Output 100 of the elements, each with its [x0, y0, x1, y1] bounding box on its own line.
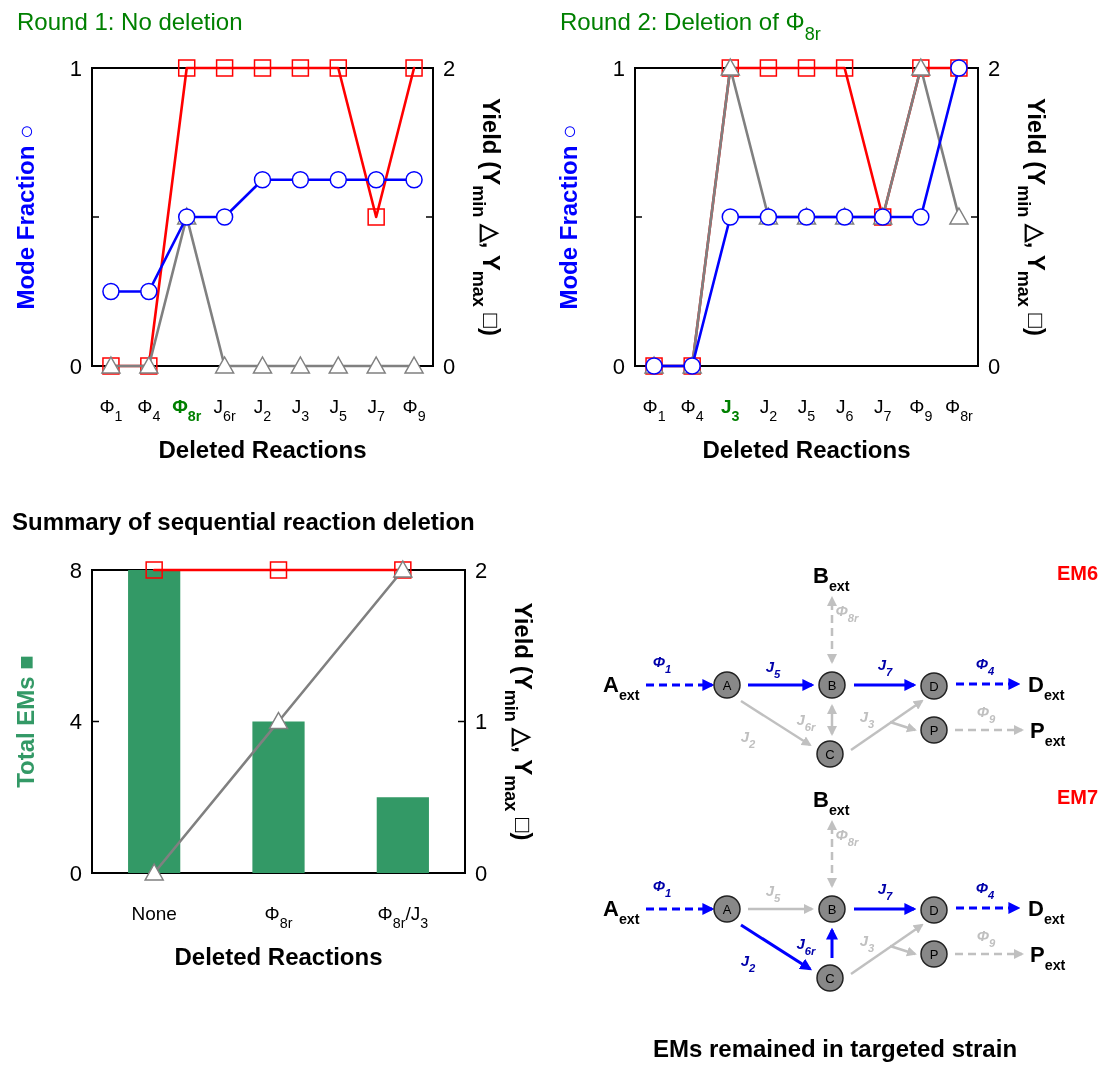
x-tick-label: J$_{5}$: [797, 396, 816, 424]
x-tick-label: J$_{5}$: [329, 396, 348, 424]
y-tick-label: 8: [69, 557, 82, 583]
text: EM6: [1056, 562, 1098, 584]
point: [253, 171, 272, 189]
point: [252, 356, 273, 374]
text: J$_{3}$: [859, 932, 875, 954]
text: J$_{2}$: [740, 728, 757, 750]
y-tick-label: 4: [69, 709, 82, 735]
point: [759, 59, 778, 77]
text: J$_{5}$: [765, 658, 782, 680]
x-tick-label: J$_{3}$: [291, 396, 310, 424]
text: C: [825, 746, 835, 762]
text: Φ$_{8r}$: [835, 826, 859, 848]
text: J$_{2}$: [740, 952, 756, 974]
y-tick-label: 1: [69, 55, 82, 81]
x-tick-label: None: [131, 903, 177, 924]
text: EM7: [1056, 786, 1098, 808]
text: J$_{6r}$: [796, 935, 816, 957]
point: [291, 59, 310, 77]
point: [405, 59, 423, 77]
text: Φ$_{9}$: [976, 703, 997, 725]
x-tick-label: Φ$_{9}$: [909, 396, 933, 424]
text: A$_{ext}$: [603, 896, 640, 927]
text: A: [722, 901, 732, 917]
chart-title: Round 1: No deletion: [17, 8, 243, 35]
x-tick-label: Φ$_{1}$: [99, 396, 123, 424]
text: J$_{6r}$: [796, 711, 817, 733]
point: [177, 59, 196, 77]
x-axis-title: Deleted Reactions: [174, 943, 383, 970]
text: J$_{7}$: [877, 656, 894, 678]
text: P$_{ext}$: [1030, 942, 1066, 973]
text: J$_{3}$: [859, 708, 876, 730]
text: C: [825, 970, 835, 986]
text: D$_{ext}$: [1028, 672, 1065, 703]
text: Φ$_{4}$: [975, 655, 996, 677]
x-tick-label: Φ$_{4}$: [680, 396, 704, 424]
point: [140, 282, 158, 301]
point: [797, 59, 816, 77]
text: Φ$_{9}$: [976, 927, 996, 949]
point: [214, 356, 235, 374]
text: B$_{ext}$: [813, 787, 850, 818]
point: [268, 711, 289, 730]
y-axis-title: Mode Fraction ○: [12, 124, 39, 310]
point: [367, 171, 385, 189]
x-tick-label: Φ$_{8r}$: [264, 903, 293, 931]
point: [405, 171, 423, 189]
text: D: [929, 678, 939, 694]
y2-tick-label: 2: [988, 55, 1001, 81]
point: [253, 59, 272, 77]
bar: [252, 721, 305, 873]
point: [269, 561, 288, 579]
chart-title: Summary of sequential reaction deletion: [12, 508, 475, 535]
x-tick-label: J$_{7}$: [367, 396, 385, 424]
text: Φ$_{1}$: [652, 877, 672, 899]
point: [291, 171, 310, 189]
x-tick-label: J$_{6r}$: [213, 396, 236, 424]
point: [835, 59, 854, 77]
x-tick-label: J$_{6}$: [835, 396, 854, 424]
point: [404, 356, 424, 374]
text: P: [929, 946, 939, 962]
x-tick-label: J$_{7}$: [874, 396, 892, 424]
x-tick-label: Φ$_{4}$: [137, 396, 161, 424]
y-axis-title: Total EMs ■: [12, 655, 39, 788]
text: Φ$_{1}$: [652, 653, 672, 675]
point: [949, 207, 969, 225]
text: Φ$_{4}$: [975, 879, 995, 901]
text: D$_{ext}$: [1028, 896, 1065, 927]
point: [215, 208, 234, 226]
chart-title: Round 2: Deletion of Φ$_{8r}$: [560, 8, 821, 44]
y-tick-label: 0: [69, 860, 82, 886]
x-axis-title: Deleted Reactions: [702, 436, 911, 463]
text: A$_{ext}$: [603, 672, 640, 703]
point: [366, 356, 386, 374]
text: J$_{7}$: [877, 880, 893, 902]
text: B: [827, 677, 837, 693]
y2-tick-label: 2: [475, 557, 488, 583]
x-axis-title: Deleted Reactions: [158, 436, 367, 463]
x-tick-label: Φ$_{8r}$/J$_{3}$: [377, 903, 429, 931]
point: [290, 356, 311, 374]
text: D: [929, 902, 939, 918]
text: A: [722, 677, 732, 693]
text: P: [929, 722, 939, 738]
text: Φ$_{8r}$: [835, 602, 860, 624]
point: [328, 356, 349, 374]
point: [215, 59, 234, 77]
y2-tick-label: 0: [443, 353, 456, 379]
text: B: [827, 901, 837, 917]
text: B$_{ext}$: [813, 563, 850, 594]
x-tick-label: Φ$_{8r}$: [172, 396, 202, 424]
x-tick-label: J$_{3}$: [721, 396, 740, 424]
x-tick-label: J$_{2}$: [253, 396, 272, 424]
x-tick-label: Φ$_{1}$: [642, 396, 666, 424]
x-tick-label: Φ$_{9}$: [402, 396, 426, 424]
point: [145, 561, 163, 579]
x-tick-label: J$_{2}$: [759, 396, 778, 424]
bar: [128, 570, 181, 873]
point: [144, 863, 164, 881]
point: [102, 282, 120, 301]
y2-tick-label: 1: [475, 709, 488, 735]
